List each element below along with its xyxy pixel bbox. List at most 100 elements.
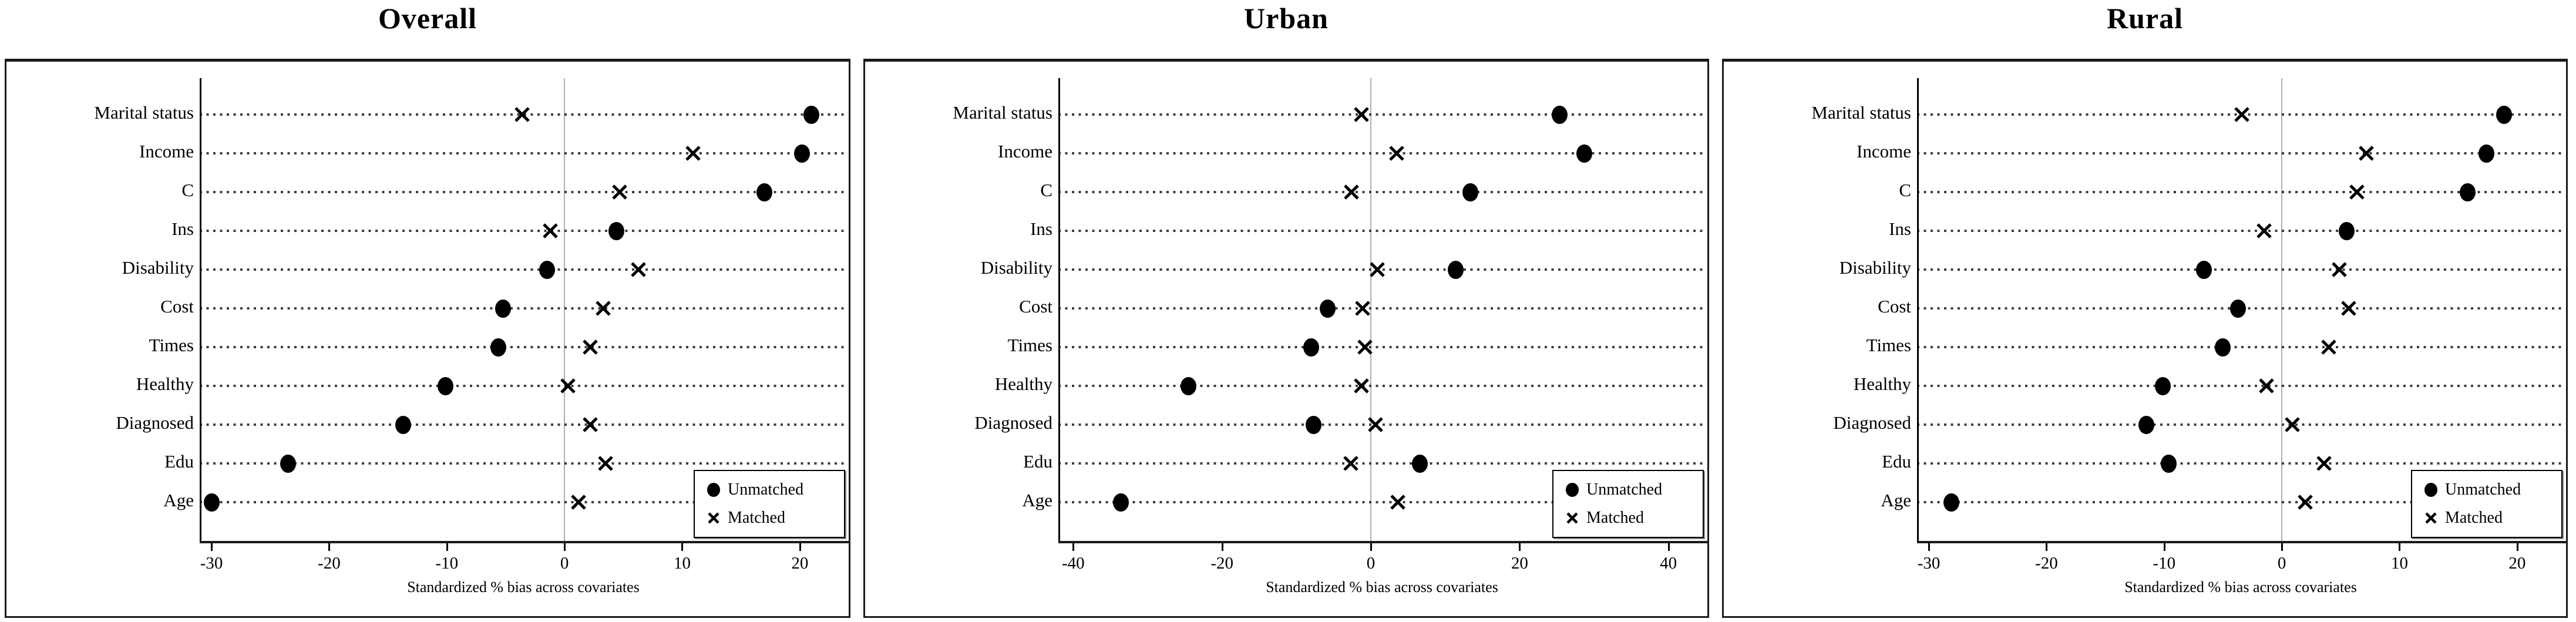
leader-line: [200, 346, 847, 348]
leader-line: [1058, 152, 1706, 154]
matched-marker: [2256, 376, 2276, 399]
category-label: Disability: [980, 257, 1052, 278]
category-label: C: [1899, 180, 1911, 200]
legend-label: Matched: [2445, 509, 2503, 527]
category-label: Edu: [1023, 451, 1052, 472]
legend-label: Unmatched: [1586, 480, 1663, 499]
leader-line: [200, 268, 847, 271]
category-label: Age: [163, 490, 194, 510]
unmatched-marker: [2460, 183, 2476, 201]
matched-marker: [540, 221, 560, 244]
x-axis-tick: [799, 543, 801, 551]
leader-line: [1917, 191, 2564, 193]
unmatched-marker: [2155, 376, 2171, 395]
x-tick-label: -30: [200, 554, 223, 573]
category-label: Age: [1881, 490, 1911, 510]
x-tick-label: -20: [318, 554, 341, 573]
matched-marker: [2254, 221, 2274, 244]
unmatched-marker: [395, 415, 412, 434]
unmatched-marker: [1576, 144, 1593, 163]
unmatched-marker: [756, 183, 773, 201]
leader-line: [1917, 423, 2564, 426]
unmatched-marker: [608, 221, 624, 240]
unmatched-marker: [803, 105, 820, 124]
leader-line: [1917, 230, 2564, 232]
x-axis-line: [200, 541, 849, 543]
category-label: C: [1040, 180, 1052, 200]
y-axis-line: [1058, 78, 1060, 541]
x-tick-label: 40: [1660, 554, 1677, 573]
x-axis-tick: [564, 543, 566, 551]
matched-marker: [1366, 415, 1385, 438]
x-axis-tick: [1370, 543, 1372, 551]
matched-marker: [2347, 182, 2367, 205]
x-tick-label: 0: [560, 554, 569, 573]
x-tick-label: 0: [2277, 554, 2286, 573]
category-label: Diagnosed: [1833, 412, 1911, 433]
x-cross-icon: [703, 510, 724, 526]
category-label: C: [181, 180, 194, 200]
leader-line: [1058, 307, 1706, 310]
leader-line: [1058, 230, 1706, 232]
leader-line: [200, 230, 847, 232]
category-label: Edu: [1882, 451, 1911, 472]
unmatched-marker: [495, 299, 512, 318]
category-label: Ins: [1889, 218, 1911, 239]
leader-line: [200, 191, 847, 193]
leader-line: [1917, 385, 2564, 387]
x-axis-tick: [211, 543, 213, 551]
unmatched-marker: [2161, 454, 2177, 473]
leader-line: [1917, 346, 2564, 348]
legend-label: Unmatched: [728, 480, 804, 499]
legend-entry-unmatched: Unmatched: [2420, 479, 2521, 500]
matched-marker: [2339, 298, 2359, 321]
leader-line: [200, 501, 847, 503]
category-label: Times: [1007, 335, 1052, 355]
x-axis-tick: [1519, 543, 1521, 551]
matched-marker: [2282, 415, 2302, 438]
unmatched-marker: [2138, 415, 2155, 434]
legend-label: Matched: [728, 509, 785, 527]
x-axis-title: Standardized % bias across covariates: [2124, 579, 2357, 596]
unmatched-marker: [1447, 260, 1464, 279]
matched-marker: [1367, 260, 1387, 283]
panel-overall: Overall Marital status Income C Ins Disabilit…: [0, 0, 859, 622]
leader-line: [200, 423, 847, 426]
matched-marker: [1341, 182, 1361, 205]
matched-marker: [2356, 143, 2376, 166]
unmatched-marker: [1181, 376, 1197, 395]
category-label: Marital status: [953, 102, 1052, 123]
matched-marker: [580, 337, 600, 360]
x-axis-title: Standardized % bias across covariates: [407, 579, 640, 596]
unmatched-marker: [2479, 144, 2495, 163]
unmatched-marker: [1303, 338, 1320, 357]
y-axis-line: [200, 78, 201, 541]
legend-entry-matched: Matched: [1562, 507, 1644, 529]
x-tick-label: -10: [435, 554, 459, 573]
category-label: Healthy: [1853, 374, 1911, 394]
category-label: Cost: [1019, 296, 1052, 317]
unmatched-marker: [490, 338, 507, 357]
unmatched-marker: [1320, 299, 1336, 318]
matched-marker: [1351, 105, 1371, 127]
unmatched-marker: [1462, 183, 1479, 201]
unmatched-marker: [1552, 105, 1568, 124]
category-label: Diagnosed: [974, 412, 1052, 433]
category-label: Disability: [122, 257, 194, 278]
leader-line: [1917, 501, 2564, 503]
zero-gridline: [1370, 78, 1371, 541]
panel-title: Urban: [1244, 2, 1329, 35]
unmatched-marker: [2215, 338, 2231, 357]
x-tick-label: 20: [791, 554, 809, 573]
leader-line: [1917, 462, 2564, 465]
matched-marker: [610, 182, 630, 205]
unmatched-marker: [1112, 493, 1129, 512]
matched-marker: [1388, 492, 1408, 515]
unmatched-marker: [280, 454, 296, 473]
matched-marker: [569, 492, 588, 515]
unmatched-marker: [2338, 221, 2355, 240]
leader-line: [1058, 462, 1706, 465]
panel-title: Rural: [2107, 2, 2183, 35]
matched-marker: [558, 376, 578, 399]
matched-marker: [1351, 376, 1371, 399]
